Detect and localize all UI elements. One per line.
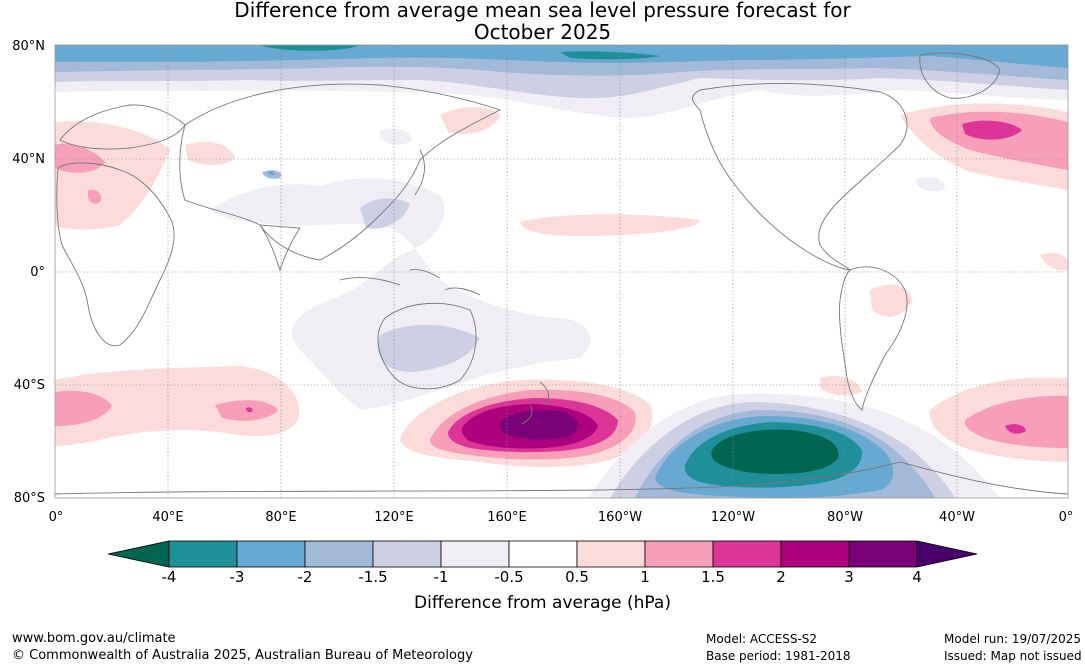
coastlines <box>55 52 1068 495</box>
lon-label-120w: 120°W <box>710 510 756 525</box>
legend-tick-label: 1 <box>640 568 650 586</box>
legend-swatch-neutral <box>508 540 578 568</box>
lat-label-40s: 40°S <box>13 378 45 393</box>
north-atlantic-high-anomaly <box>900 103 1068 271</box>
lat-label-80n: 80°N <box>12 39 45 54</box>
legend-swatch-p1_to_p1_5 <box>644 540 714 568</box>
legend-tick-label: 4 <box>912 568 922 586</box>
arctic-low-anomaly <box>55 45 1068 119</box>
south-atlantic-high-anomaly <box>929 377 1068 462</box>
south-america-high-anomaly <box>870 284 912 317</box>
legend-arrow-above <box>916 540 978 568</box>
north-pacific-high-anomaly <box>520 214 700 236</box>
lon-label-120e: 120°E <box>374 510 414 525</box>
legend-tick-label: -4 <box>161 568 177 586</box>
lat-label-equator: 0° <box>30 265 45 280</box>
legend-swatch-n1_5_to_n2 <box>304 540 374 568</box>
legend-swatch-p1_5_to_p2 <box>712 540 782 568</box>
europe-high-anomaly <box>55 121 235 230</box>
footer-base-period: Base period: 1981-2018 <box>706 649 851 663</box>
new-zealand-high-anomaly <box>400 379 653 467</box>
lon-label-40e: 40°E <box>152 510 184 525</box>
lon-label-0-left: 0° <box>48 510 64 525</box>
lon-label-80e: 80°E <box>265 510 297 525</box>
legend-tick-label: -3 <box>229 568 245 586</box>
footer-model-run: Model run: 19/07/2025 <box>944 632 1082 646</box>
legend-tick-label: 1.5 <box>701 568 725 586</box>
legend-swatch-n0_5_to_n1 <box>440 540 510 568</box>
graticule <box>55 45 1068 498</box>
footer-copyright: © Commonwealth of Australia 2025, Austra… <box>12 648 473 663</box>
lat-label-80s: 80°S <box>13 491 45 506</box>
map-title-line-1: Difference from average mean sea level p… <box>234 0 851 22</box>
legend-tick-label: -0.5 <box>494 568 524 586</box>
lon-label-160e: 160°E <box>487 510 527 525</box>
footer-issued: Issued: Map not issued <box>944 649 1082 663</box>
legend-swatch-n2_to_n3 <box>236 540 306 568</box>
legend-tick-label: -1.5 <box>358 568 388 586</box>
legend-title: Difference from average (hPa) <box>414 593 671 613</box>
footer-website: www.bom.gov.au/climate <box>12 631 176 646</box>
legend-swatch-p0_5_to_p1 <box>576 540 646 568</box>
map-title-line-2: October 2025 <box>473 20 612 44</box>
legend-tick-label: 0.5 <box>565 568 589 586</box>
lon-label-40w: 40°W <box>939 510 975 525</box>
legend-tick-label: -2 <box>297 568 313 586</box>
lon-label-160w: 160°W <box>597 510 643 525</box>
legend-swatch-p2_to_p3 <box>780 540 850 568</box>
lat-label-40n: 40°N <box>12 152 45 167</box>
legend-swatch-p3_to_p4 <box>848 540 918 568</box>
legend-tick-label: 3 <box>844 568 854 586</box>
legend-arrow-below <box>107 540 170 568</box>
legend-tick-label: 2 <box>776 568 786 586</box>
footer-model: Model: ACCESS-S2 <box>706 632 818 646</box>
lon-label-0-right: 0° <box>1058 510 1074 525</box>
asia-weak-low <box>210 128 591 410</box>
legend-tick-label: -1 <box>433 568 449 586</box>
south-indian-high-anomaly <box>55 366 300 446</box>
legend-swatch-n3_to_n4 <box>168 540 238 568</box>
lon-label-80w: 80°W <box>827 510 863 525</box>
legend-swatch-n1_to_n1_5 <box>372 540 442 568</box>
south-pacific-low-anomaly <box>590 393 1000 498</box>
